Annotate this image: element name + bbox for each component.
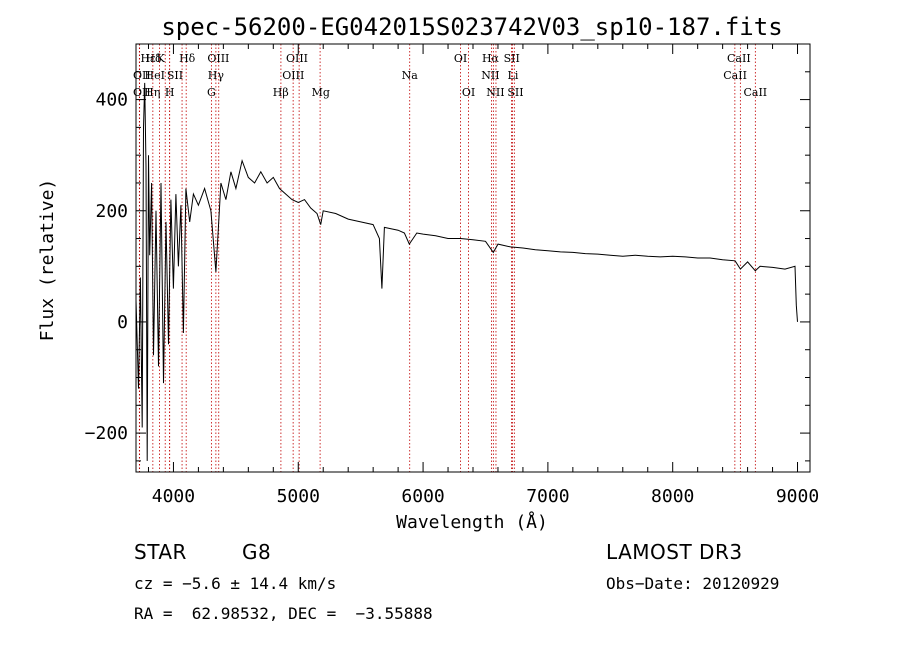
line-marker-label: OI [454, 52, 467, 65]
line-marker-label: OIII [286, 52, 308, 65]
survey-name: LAMOST DR3 [606, 540, 743, 564]
line-marker-label: CaII [727, 52, 751, 65]
line-marker-label: Hη [144, 86, 160, 99]
object-type: STAR [134, 540, 187, 564]
spectrum-line [135, 82, 798, 461]
chart-title: spec-56200-EG042015S023742V03_sp10-187.f… [161, 13, 782, 41]
line-marker-label: NII [481, 69, 499, 82]
coordinates: RA = 62.98532, DEC = −3.55888 [134, 604, 433, 623]
line-marker-label: Hδ [145, 52, 162, 65]
x-tick-label: 8000 [651, 486, 694, 507]
line-marker-label: CaII [723, 69, 747, 82]
line-marker-label: Hβ [273, 86, 289, 99]
line-marker-label: OI [462, 86, 475, 99]
line-marker-label: Hα [482, 52, 500, 65]
y-tick-label: −200 [85, 423, 128, 444]
x-tick-label: 9000 [776, 486, 819, 507]
line-marker-label: Na [402, 69, 419, 82]
spectral-subclass: G8 [242, 540, 272, 564]
x-axis: 4000 5000 6000 7000 8000 9000 [147, 44, 819, 507]
line-marker-label: Hγ [208, 69, 225, 82]
line-marker-label: Hδ [179, 52, 196, 65]
x-tick-label: 6000 [401, 486, 444, 507]
line-marker-label: SII [167, 69, 183, 82]
line-marker-label: SII [507, 86, 523, 99]
line-marker-label: Hε [140, 52, 156, 65]
obs-date: Obs−Date: 20120929 [606, 574, 780, 593]
cz-value: cz = −5.6 ± 14.4 km/s [134, 574, 337, 593]
line-marker-label: H [165, 86, 175, 99]
x-tick-label: 4000 [152, 486, 195, 507]
line-marker-label: OII [133, 86, 151, 99]
line-marker-label: G [207, 86, 216, 99]
x-tick-label: 7000 [526, 486, 569, 507]
y-tick-label: 0 [117, 312, 128, 333]
y-tick-label: 200 [95, 201, 128, 222]
line-marker-label: OIII [207, 52, 229, 65]
y-tick-label: 400 [95, 90, 128, 111]
line-marker-label: OIII [282, 69, 304, 82]
y-axis: −200 0 200 400 [85, 43, 810, 462]
x-tick-label: 5000 [277, 486, 320, 507]
x-axis-label: Wavelength (Å) [396, 511, 548, 533]
line-marker-label: CaII [743, 86, 767, 99]
line-marker-label: NII [486, 86, 504, 99]
y-axis-label: Flux (relative) [37, 179, 58, 342]
line-marker-label: HeI [144, 69, 164, 82]
line-marker-label: K [157, 52, 166, 65]
line-marker-label: Li [508, 69, 519, 82]
line-marker-label: Mg [312, 86, 330, 99]
